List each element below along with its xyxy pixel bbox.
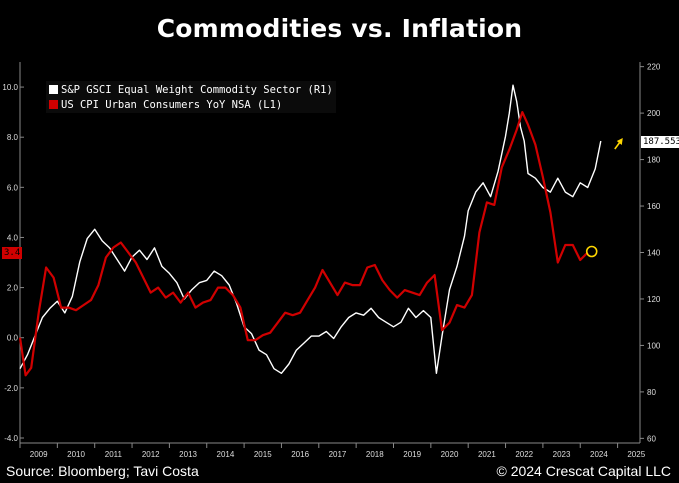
source-note: Source: Bloomberg; Tavi Costa	[6, 463, 199, 479]
x-tick-label: 2011	[105, 450, 123, 459]
x-tick-label: 2023	[553, 450, 571, 459]
legend-swatch-cpi	[49, 100, 58, 109]
up-arrow-icon-head	[616, 137, 623, 145]
legend-item-cpi: US CPI Urban Consumers YoY NSA (L1)	[49, 97, 333, 112]
right-tick-label: 60	[647, 434, 656, 443]
legend-label-commodity: S&P GSCI Equal Weight Commodity Sector (…	[61, 83, 333, 96]
legend-item-commodity: S&P GSCI Equal Weight Commodity Sector (…	[49, 82, 333, 97]
x-tick-label: 2017	[329, 450, 347, 459]
x-tick-label: 2018	[366, 450, 384, 459]
x-tick-label: 2012	[142, 450, 160, 459]
left-tick-label: 2.0	[7, 284, 19, 293]
cpi-series-line	[18, 110, 589, 377]
left-tick-label: 8.0	[7, 133, 19, 142]
left-tick-label: -4.0	[4, 434, 18, 443]
cpi-highlight-circle	[585, 245, 598, 258]
x-tick-label: 2014	[217, 450, 235, 459]
x-tick-label: 2019	[403, 450, 421, 459]
x-tick-label: 2016	[291, 450, 309, 459]
commodity-last-value-callout: 187.5539	[641, 136, 679, 148]
copyright-note: © 2024 Crescat Capital LLC	[496, 463, 671, 479]
axis-layer: -4.0 -2.0 0.0 2.0 4.0 6.0 8.0 10.0 60 80 100 120 140…	[2, 62, 661, 459]
right-tick-label: 140	[647, 249, 661, 258]
chart-title: Commodities vs. Inflation	[156, 14, 523, 43]
x-tick-label: 2013	[179, 450, 197, 459]
annotation-layer	[585, 137, 623, 258]
left-tick-label: 4.0	[7, 233, 19, 242]
x-tick-label: 2025	[627, 450, 645, 459]
x-tick-label: 2021	[478, 450, 496, 459]
left-tick-label: 6.0	[7, 183, 19, 192]
series-layer	[18, 84, 602, 377]
x-tick-label: 2010	[67, 450, 85, 459]
right-tick-label: 200	[647, 109, 661, 118]
right-tick-label: 120	[647, 295, 661, 304]
right-tick-label: 220	[647, 63, 661, 72]
x-tick-label: 2020	[441, 450, 459, 459]
x-tick-label: 2022	[515, 450, 533, 459]
legend-swatch-commodity	[49, 85, 58, 94]
chart-legend: S&P GSCI Equal Weight Commodity Sector (…	[46, 81, 336, 113]
legend-label-cpi: US CPI Urban Consumers YoY NSA (L1)	[61, 98, 283, 111]
left-tick-label: 10.0	[2, 83, 18, 92]
right-tick-label: 100	[647, 341, 661, 350]
x-tick-label: 2024	[590, 450, 608, 459]
commodity-series-line	[19, 84, 602, 374]
left-tick-label: 0.0	[7, 334, 19, 343]
right-tick-label: 80	[647, 388, 656, 397]
x-tick-label: 2015	[254, 450, 272, 459]
right-tick-label: 160	[647, 202, 661, 211]
plot-area	[20, 62, 640, 443]
left-tick-label: -2.0	[4, 384, 18, 393]
right-tick-label: 180	[647, 156, 661, 165]
x-tick-label: 2009	[30, 450, 48, 459]
cpi-last-value-callout: 3.4	[2, 247, 23, 259]
